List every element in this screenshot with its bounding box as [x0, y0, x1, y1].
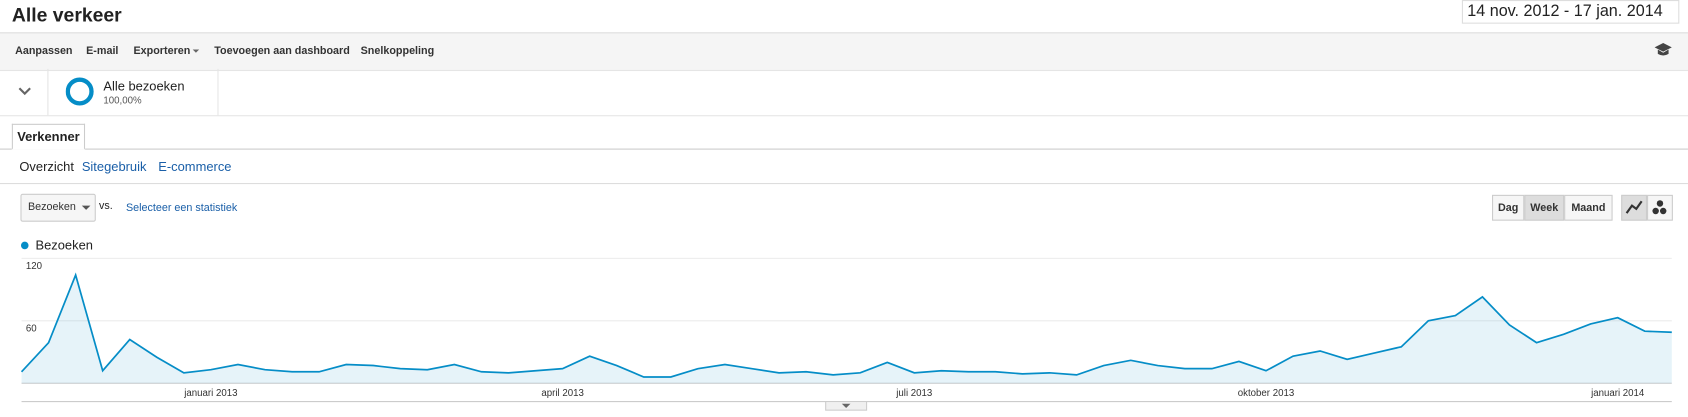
- x-tick-label: april 2013: [541, 388, 583, 399]
- dropdown-arrow: [192, 49, 200, 56]
- period-button[interactable]: Dag: [1492, 194, 1525, 221]
- date-range[interactable]: 14 nov. 2012 - 17 jan. 2014: [1461, 0, 1680, 24]
- divider: [0, 115, 1688, 117]
- chart-toggle-icons: [1625, 200, 1667, 215]
- toolbar-item[interactable]: Toevoegen aan dashboard: [214, 45, 350, 58]
- segment-toggle[interactable]: [17, 86, 32, 97]
- toolbar-item[interactable]: Snelkoppeling: [360, 45, 435, 58]
- report-title: Alle verkeer: [11, 4, 122, 26]
- x-tick-label: oktober 2013: [1238, 388, 1294, 399]
- toolbar-item[interactable]: Aanpassen: [15, 45, 73, 58]
- divider: [0, 148, 1688, 150]
- subtab[interactable]: E-commerce: [158, 159, 232, 175]
- scroll-arrow: [841, 403, 851, 408]
- period-button[interactable]: Maand: [1564, 194, 1613, 221]
- toolbar: Aanpassen E-mail Exporteren Toevoegen aa…: [0, 32, 1688, 72]
- segment-share: 100,00%: [103, 94, 142, 106]
- segment-ring: [65, 77, 94, 106]
- legend-label: Bezoeken: [36, 238, 93, 253]
- divider: [217, 68, 219, 116]
- toolbar-item[interactable]: E-mail: [86, 45, 119, 58]
- segment-name[interactable]: Alle bezoeken: [103, 78, 185, 94]
- area: [21, 275, 1672, 384]
- motion-chart-toggle[interactable]: [1647, 194, 1673, 221]
- toolbar-item[interactable]: Exporteren: [133, 45, 191, 58]
- subtab[interactable]: Sitegebruik: [81, 159, 147, 175]
- subtab[interactable]: Overzicht: [19, 159, 74, 175]
- dropdown-arrow: [81, 205, 91, 215]
- compare-link[interactable]: Selecteer een statistiek: [125, 202, 238, 215]
- x-tick-label: juli 2013: [895, 388, 932, 399]
- x-tick-label: januari 2014: [1590, 388, 1645, 399]
- y-tick-label: 120: [26, 261, 42, 272]
- vs-label: vs.: [99, 200, 113, 213]
- chart: 60 120 januari 2013 april 2013 juli 2013 okto…: [20, 238, 1672, 411]
- period-button[interactable]: Week: [1524, 194, 1565, 221]
- divider: [47, 68, 49, 116]
- line: [20, 272, 1672, 378]
- legend-marker: [20, 241, 29, 250]
- tab[interactable]: Verkenner: [11, 123, 86, 150]
- divider: [0, 183, 1688, 185]
- x-tick-label: januari 2013: [183, 388, 237, 399]
- academy-icon[interactable]: [1654, 42, 1673, 57]
- y-tick-label: 60: [26, 324, 37, 335]
